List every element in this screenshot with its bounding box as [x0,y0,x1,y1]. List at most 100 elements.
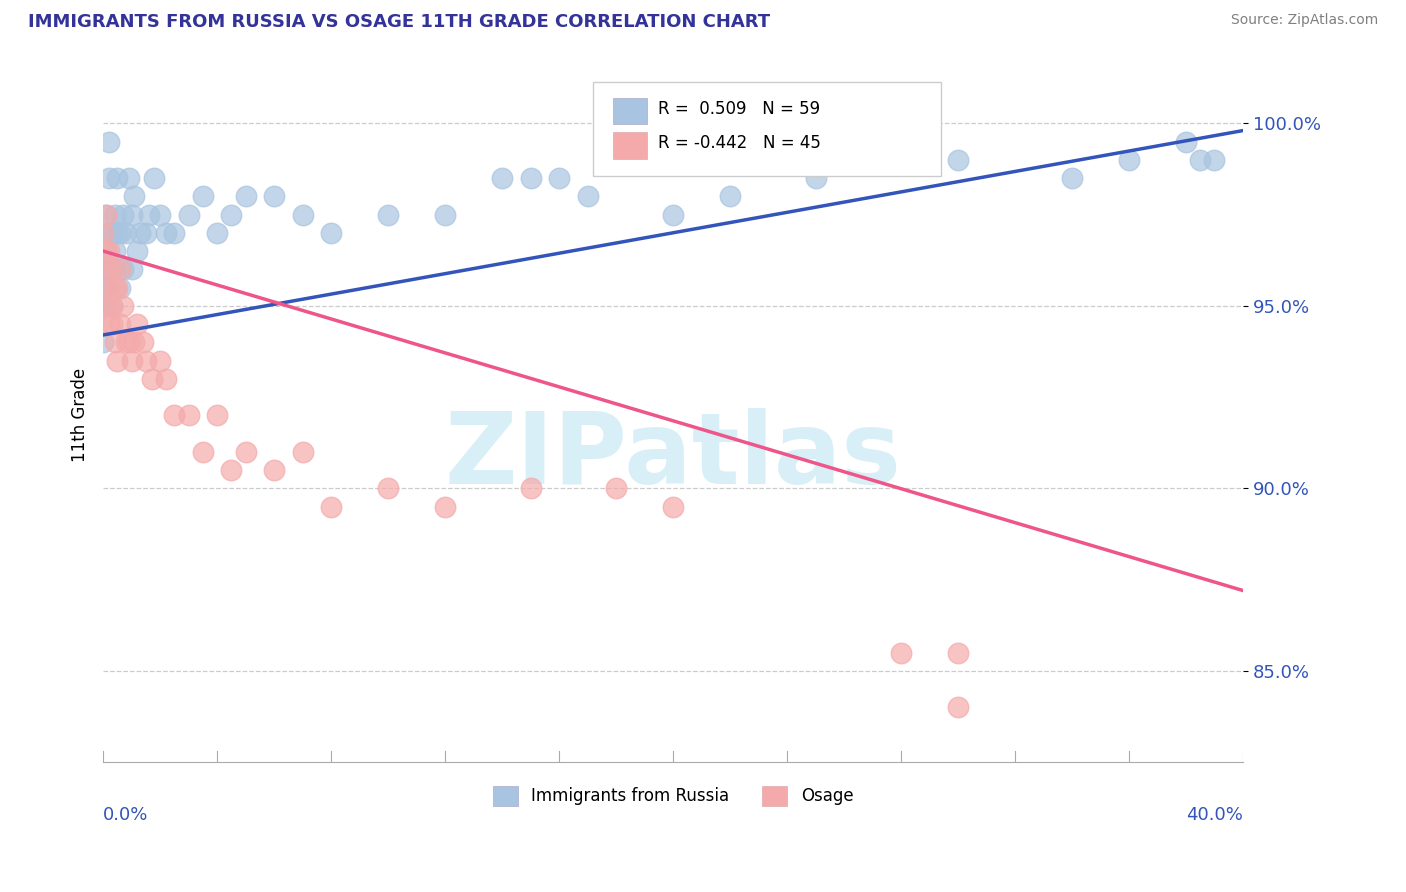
Point [235,445,257,459]
Point [804,171,827,186]
Point [112,262,135,277]
Point [662,208,685,222]
Point [127,244,149,258]
Point [112,299,135,313]
Point [91,335,114,350]
Text: IMMIGRANTS FROM RUSSIA VS OSAGE 11TH GRADE CORRELATION CHART: IMMIGRANTS FROM RUSSIA VS OSAGE 11TH GRA… [28,13,770,31]
Point [94,280,117,294]
Point [110,280,132,294]
Point [94,208,117,222]
Point [103,244,125,258]
Point [103,280,125,294]
Bar [613,132,647,159]
Point [105,353,128,368]
Point [103,262,125,277]
Point [115,226,138,240]
Point [149,353,172,368]
Point [205,226,228,240]
Point [97,171,120,186]
Point [519,171,541,186]
Point [1118,153,1140,167]
Point [94,244,117,258]
Point [155,226,177,240]
Point [124,335,146,350]
Point [94,208,117,222]
FancyBboxPatch shape [593,82,941,176]
Text: Source: ZipAtlas.com: Source: ZipAtlas.com [1230,13,1378,28]
Point [94,262,117,277]
Point [112,208,135,222]
Point [105,280,128,294]
Point [155,372,177,386]
Point [491,171,513,186]
Point [105,171,128,186]
Point [97,226,120,240]
Point [946,700,969,714]
Point [519,481,541,495]
Point [1204,153,1226,167]
Point [115,335,138,350]
Point [118,335,141,350]
Text: ZIPatlas: ZIPatlas [444,409,901,506]
Point [132,335,155,350]
Point [91,299,114,313]
Text: R = -0.442   N = 45: R = -0.442 N = 45 [658,135,821,153]
Point [1175,135,1198,149]
Point [141,372,163,386]
Point [605,481,627,495]
Point [662,500,685,514]
Point [143,171,166,186]
Point [100,299,122,313]
Point [100,226,122,240]
Point [434,500,457,514]
Point [377,208,399,222]
Point [118,171,141,186]
Point [163,226,186,240]
Point [100,317,122,331]
Point [100,262,122,277]
Point [124,189,146,203]
Point [121,262,143,277]
Point [138,208,160,222]
Point [946,646,969,660]
Point [191,445,214,459]
Point [177,409,200,423]
Point [1060,171,1083,186]
Point [97,244,120,258]
Point [94,299,117,313]
Point [149,208,172,222]
Text: 0.0%: 0.0% [103,805,149,824]
Point [263,463,285,477]
Point [97,317,120,331]
Point [97,280,120,294]
Point [1189,153,1212,167]
Bar [613,97,647,124]
Point [105,226,128,240]
Point [576,189,599,203]
Point [205,409,228,423]
Point [377,481,399,495]
Y-axis label: 11th Grade: 11th Grade [72,368,89,462]
Point [319,226,342,240]
Point [235,189,257,203]
Point [100,262,122,277]
Text: R =  0.509   N = 59: R = 0.509 N = 59 [658,101,820,119]
Point [127,317,149,331]
Point [121,208,143,222]
Point [110,317,132,331]
Point [191,189,214,203]
Point [91,226,114,240]
Point [97,280,120,294]
Point [121,353,143,368]
Point [163,409,186,423]
Point [263,189,285,203]
Point [946,153,969,167]
Point [91,262,114,277]
Point [177,208,200,222]
Point [221,208,243,222]
Point [221,463,243,477]
Point [890,646,912,660]
Point [110,226,132,240]
Point [135,226,157,240]
Point [97,135,120,149]
